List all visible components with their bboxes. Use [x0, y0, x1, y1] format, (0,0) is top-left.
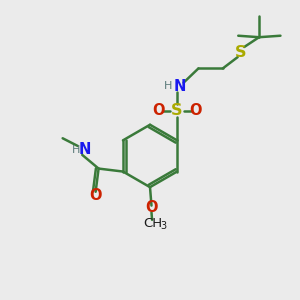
- Text: 3: 3: [160, 221, 167, 231]
- Text: O: O: [189, 103, 202, 118]
- Text: O: O: [152, 103, 165, 118]
- Text: O: O: [145, 200, 158, 215]
- Text: S: S: [171, 103, 183, 118]
- Text: H: H: [71, 145, 80, 155]
- Text: CH: CH: [143, 217, 163, 230]
- Text: H: H: [164, 81, 172, 91]
- Text: N: N: [78, 142, 91, 158]
- Text: O: O: [89, 188, 102, 203]
- Text: S: S: [235, 45, 246, 60]
- Text: N: N: [174, 79, 186, 94]
